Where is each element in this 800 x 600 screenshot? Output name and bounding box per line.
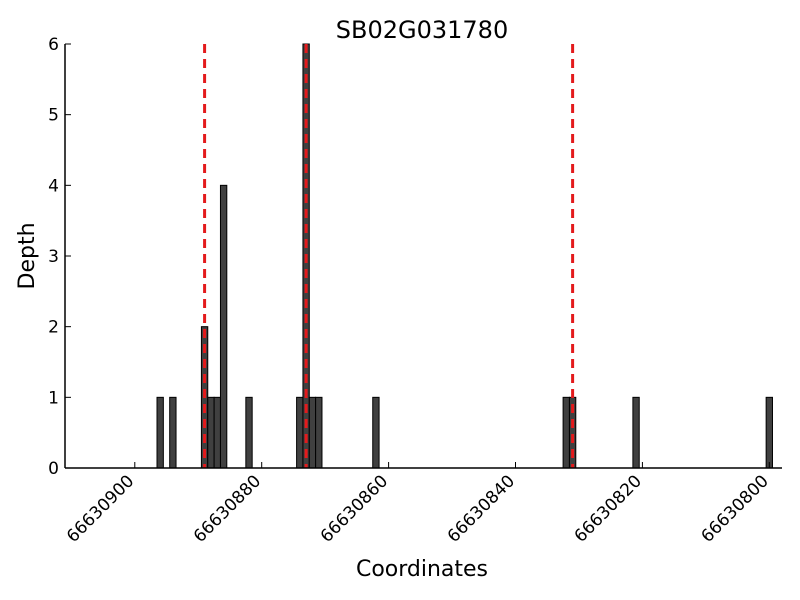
y-tick-label: 6	[48, 35, 59, 55]
bar-10	[315, 396, 323, 469]
x-ticks-group: 66630900 66630880 66630860 66630840 66630820…	[63, 462, 773, 547]
x-tick-label: 66630800	[698, 471, 773, 546]
bar-9	[308, 396, 317, 469]
bar-12	[562, 396, 570, 469]
y-tick-label: 5	[48, 106, 59, 126]
bars-group	[156, 43, 773, 469]
bar-5	[219, 184, 228, 469]
bar-6	[245, 396, 253, 469]
y-axis-label: Depth	[15, 222, 40, 289]
bar-14	[632, 396, 640, 469]
bar-11	[372, 396, 380, 469]
bar-3	[207, 396, 215, 469]
y-tick-label: 2	[48, 318, 59, 338]
bar-7	[296, 396, 304, 469]
x-tick-label: 66630820	[571, 471, 646, 546]
x-tick-label: 66630840	[444, 471, 519, 546]
bar-0	[156, 396, 164, 469]
x-axis-label: Coordinates	[356, 557, 488, 582]
bar-4	[213, 396, 221, 469]
y-tick-label: 3	[48, 247, 59, 267]
chart-title: SB02G031780	[336, 16, 508, 44]
x-tick-label: 66630860	[317, 471, 392, 546]
y-tick-label: 0	[48, 459, 59, 479]
y-tick-label: 1	[48, 388, 59, 408]
y-tick-label: 4	[48, 176, 59, 196]
reference-lines-group	[203, 44, 575, 468]
x-tick-label: 66630880	[190, 471, 265, 546]
x-tick-label: 66630900	[63, 471, 138, 546]
bar-15	[765, 396, 773, 469]
y-ticks-group: 0 1 2 3 4 5 6	[48, 35, 71, 479]
bar-1	[169, 396, 177, 469]
